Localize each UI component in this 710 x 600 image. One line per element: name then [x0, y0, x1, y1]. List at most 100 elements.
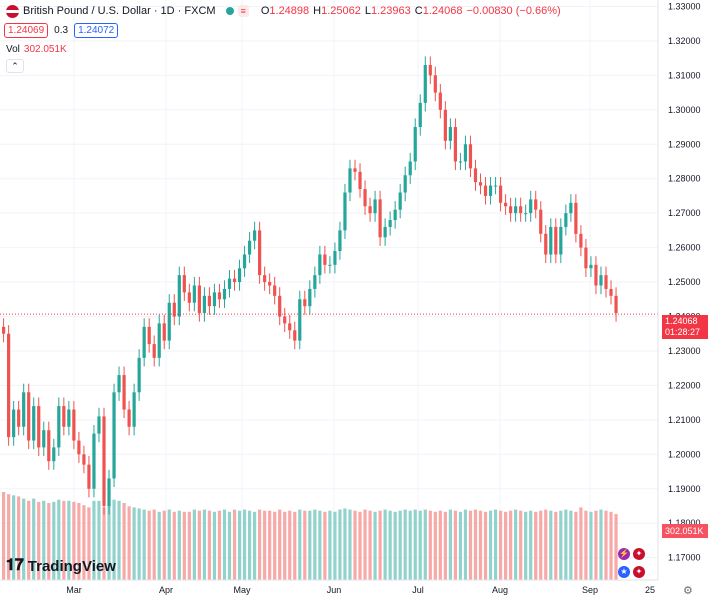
candle-body — [207, 295, 212, 307]
candle-body — [519, 206, 523, 214]
time-tick-label: Aug — [492, 585, 508, 595]
volume-bar — [368, 510, 372, 580]
volume-bar — [258, 509, 262, 580]
candle-body — [278, 295, 282, 317]
candle-body — [564, 213, 568, 227]
gbp-flag-icon — [6, 4, 19, 18]
candle-body — [308, 288, 312, 307]
volume-bar — [202, 509, 206, 580]
volume-bar — [142, 509, 146, 580]
candle-body — [509, 206, 513, 214]
market-open-icon — [225, 7, 234, 15]
volume-bar — [147, 510, 151, 580]
volume-bar — [2, 492, 6, 580]
candle-body — [303, 299, 307, 307]
volume-bar — [308, 510, 312, 580]
candle-body — [453, 127, 457, 162]
volume-bar — [398, 510, 402, 580]
volume-bar — [137, 508, 141, 580]
price-tick-label: 1.22000 — [668, 380, 701, 390]
candle-body — [413, 127, 417, 162]
volume-bar — [293, 511, 297, 580]
tradingview-logo[interactable]: 𝟏𝟕 TradingView — [6, 557, 116, 575]
candle-body — [554, 226, 558, 255]
sell-button[interactable]: 1.24069 — [4, 23, 49, 38]
candle-body — [142, 326, 146, 358]
volume-bars — [2, 492, 618, 580]
settings-gear-icon[interactable]: ⚙ — [683, 585, 693, 597]
time-axis[interactable]: Mar Apr May Jun Jul Aug Sep 25 — [66, 585, 655, 595]
volume-bar — [594, 510, 598, 580]
candle-body — [433, 75, 437, 93]
collapse-legend-button[interactable]: ⌃ — [6, 59, 24, 73]
candle-body — [268, 282, 272, 286]
volume-bar — [298, 509, 302, 580]
volume-bar — [177, 510, 181, 580]
volume-bar — [478, 510, 483, 580]
last-price-tag: 1.24068 01:28:27 — [662, 315, 708, 339]
volume-bar — [383, 509, 387, 580]
candle-body — [458, 161, 463, 163]
candle-body — [263, 275, 267, 283]
candle-body — [137, 357, 141, 393]
logo-text: TradingView — [27, 557, 116, 575]
gbp-flag-event-icon[interactable]: ✦ — [633, 548, 645, 560]
volume-bar — [318, 510, 322, 580]
buy-button[interactable]: 1.24072 — [74, 23, 119, 38]
candle-body — [483, 185, 488, 196]
candle-body — [333, 251, 337, 265]
candle-body — [22, 392, 26, 427]
candle-body — [338, 230, 342, 252]
volume-bar — [473, 509, 478, 580]
volume-bar — [463, 509, 468, 580]
candle-body — [403, 175, 407, 193]
candle-body — [358, 171, 362, 190]
candle-body — [418, 102, 422, 128]
volume-bar — [534, 511, 538, 580]
volume-bar — [72, 501, 76, 580]
volume-bar — [544, 509, 548, 580]
candle-body — [368, 206, 372, 214]
time-tick-label: Apr — [159, 585, 173, 595]
volume-bar — [539, 510, 543, 580]
volume-bar — [32, 498, 36, 580]
time-tick-label: Mar — [66, 585, 82, 595]
candle-body — [353, 168, 357, 172]
volume-bar — [217, 510, 222, 580]
candle-body — [328, 264, 332, 266]
volume-bar — [27, 500, 31, 580]
candle-body — [589, 264, 593, 269]
volume-bar — [554, 511, 558, 580]
candle-body — [57, 406, 61, 448]
volume-bar — [283, 511, 287, 580]
candle-body — [77, 440, 81, 455]
quote-panel: 1.24069 0.3 1.24072 — [4, 23, 119, 38]
candle-body — [323, 254, 327, 265]
volume-bar — [172, 511, 176, 580]
candle-body — [117, 375, 121, 393]
volume-bar — [529, 510, 533, 580]
candle-body — [438, 92, 442, 110]
candle-body — [318, 254, 322, 276]
volume-bar — [303, 510, 307, 580]
volume-bar — [408, 510, 412, 580]
candle-body — [488, 185, 493, 196]
symbol-title[interactable]: British Pound / U.S. Dollar · 1D · FXCM — [23, 5, 216, 17]
usd-event-icon[interactable]: ✦ — [633, 566, 645, 578]
candle-body — [177, 275, 181, 317]
candle-body — [363, 189, 367, 207]
lightning-icon[interactable]: ⚡ — [618, 548, 630, 560]
price-tick-label: 1.28000 — [668, 174, 701, 184]
candle-body — [122, 375, 126, 410]
open-label: O — [260, 5, 270, 17]
volume-bar — [604, 510, 608, 580]
candle-body — [172, 302, 176, 317]
usd-flag-event-icon[interactable]: ★ — [618, 566, 630, 578]
volume-bar — [67, 500, 71, 580]
volume-bar — [237, 510, 242, 580]
volume-bar — [278, 509, 282, 580]
chart-type-icon[interactable]: ≡ — [237, 5, 249, 17]
candle-body — [373, 199, 377, 214]
price-axis[interactable]: 1.33000 1.32000 1.31000 1.30000 1.29000 1.280… — [668, 1, 701, 562]
